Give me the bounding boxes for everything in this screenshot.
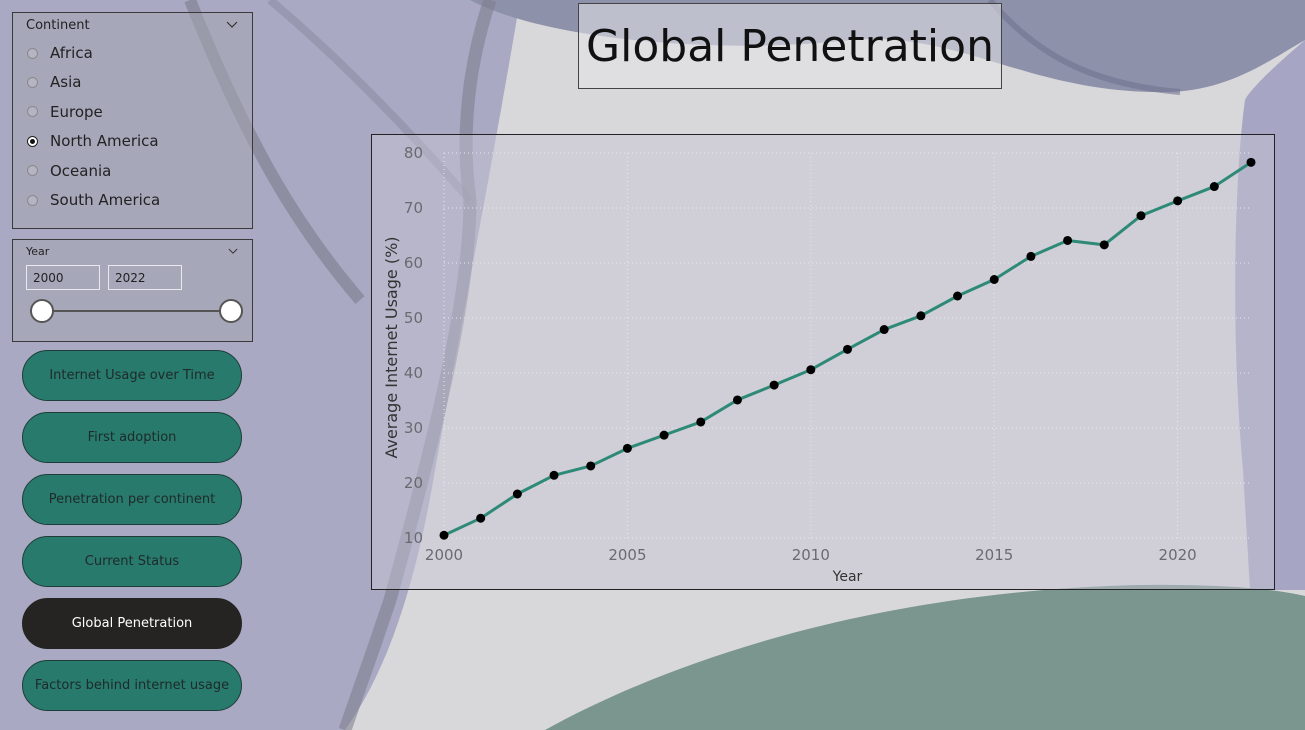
- data-point[interactable]: [843, 344, 852, 354]
- data-point[interactable]: [1099, 240, 1109, 250]
- continent-option-label: Asia: [50, 73, 82, 92]
- data-point[interactable]: [622, 443, 632, 453]
- continent-option-label: Africa: [50, 44, 93, 62]
- chevron-down-icon[interactable]: [228, 248, 238, 255]
- x-tick-label: 2020: [1159, 546, 1197, 564]
- nav-button[interactable]: Current Status: [22, 536, 242, 587]
- data-point[interactable]: [953, 291, 963, 301]
- continent-option-label: Europe: [50, 102, 103, 121]
- y-tick-label: 40: [404, 364, 423, 382]
- year-slicer: Year: [12, 239, 253, 342]
- continent-option[interactable]: North America: [27, 129, 159, 153]
- radio-button[interactable]: [27, 106, 38, 118]
- data-point[interactable]: [1136, 211, 1146, 221]
- data-point[interactable]: [586, 461, 596, 471]
- year-to-input[interactable]: [108, 265, 182, 290]
- continent-option-label: Oceania: [50, 161, 112, 180]
- year-from-input[interactable]: [26, 265, 100, 290]
- data-point[interactable]: [916, 311, 926, 321]
- year-slicer-title: Year: [26, 245, 50, 258]
- radio-button[interactable]: [27, 135, 38, 147]
- x-tick-label: 2010: [792, 546, 830, 564]
- x-tick-label: 2015: [975, 546, 1013, 564]
- continent-option[interactable]: Asia: [27, 70, 81, 94]
- data-point[interactable]: [1173, 196, 1183, 206]
- data-point[interactable]: [549, 470, 559, 480]
- continent-option[interactable]: Europe: [27, 100, 103, 124]
- continent-option[interactable]: South America: [27, 188, 160, 212]
- continent-slicer: Continent Africa Asia Europe North America O…: [12, 12, 253, 229]
- data-point[interactable]: [989, 275, 999, 284]
- data-point[interactable]: [512, 489, 522, 499]
- continent-option[interactable]: Oceania: [27, 159, 111, 183]
- data-point[interactable]: [1209, 182, 1219, 192]
- nav-button[interactable]: Global Penetration: [22, 598, 242, 649]
- continent-slicer-title: Continent: [26, 18, 90, 33]
- x-axis-label: Year: [832, 569, 863, 585]
- radio-button[interactable]: [27, 47, 38, 59]
- year-range-track[interactable]: [43, 310, 231, 312]
- line-chart-svg: 10 20 30 40 50 60 70 80 2000 2005 2010 2015 2020 Year…: [382, 144, 1256, 585]
- y-tick-label: 60: [404, 254, 423, 272]
- data-point[interactable]: [1063, 235, 1073, 245]
- data-point[interactable]: [696, 417, 706, 427]
- nav-button[interactable]: Internet Usage over Time: [22, 350, 242, 401]
- chevron-down-icon[interactable]: [226, 21, 238, 29]
- data-point[interactable]: [1246, 157, 1256, 167]
- data-point[interactable]: [659, 430, 669, 440]
- data-point[interactable]: [476, 513, 486, 523]
- year-range-end-handle[interactable]: [219, 299, 243, 323]
- data-point[interactable]: [1026, 251, 1036, 261]
- radio-button[interactable]: [27, 76, 38, 88]
- data-point[interactable]: [879, 325, 889, 335]
- continent-option-label: South America: [50, 191, 161, 209]
- y-tick-label: 30: [404, 419, 423, 437]
- data-point[interactable]: [806, 365, 816, 375]
- data-point[interactable]: [439, 530, 449, 540]
- data-point[interactable]: [732, 395, 742, 405]
- page-title: Global Penetration: [578, 3, 1002, 89]
- nav-button[interactable]: Factors behind internet usage: [22, 660, 242, 711]
- y-tick-label: 20: [404, 474, 423, 492]
- data-point[interactable]: [769, 380, 779, 390]
- y-tick-label: 50: [404, 309, 423, 327]
- year-range-start-handle[interactable]: [30, 299, 54, 323]
- continent-option-label: North America: [50, 132, 159, 151]
- continent-option[interactable]: Africa: [27, 41, 93, 65]
- x-tick-label: 2005: [608, 546, 646, 564]
- nav-button[interactable]: Penetration per continent: [22, 474, 242, 525]
- radio-button[interactable]: [27, 194, 38, 206]
- x-tick-label: 2000: [425, 546, 463, 564]
- y-tick-label: 10: [404, 529, 423, 547]
- y-axis-label: Average Internet Usage (%): [382, 236, 401, 458]
- line-chart: 10 20 30 40 50 60 70 80 2000 2005 2010 2015 2020 Year…: [371, 134, 1275, 590]
- nav-button[interactable]: First adoption: [22, 412, 242, 463]
- radio-button[interactable]: [27, 165, 38, 177]
- y-tick-label: 80: [404, 144, 423, 162]
- y-tick-label: 70: [404, 199, 423, 217]
